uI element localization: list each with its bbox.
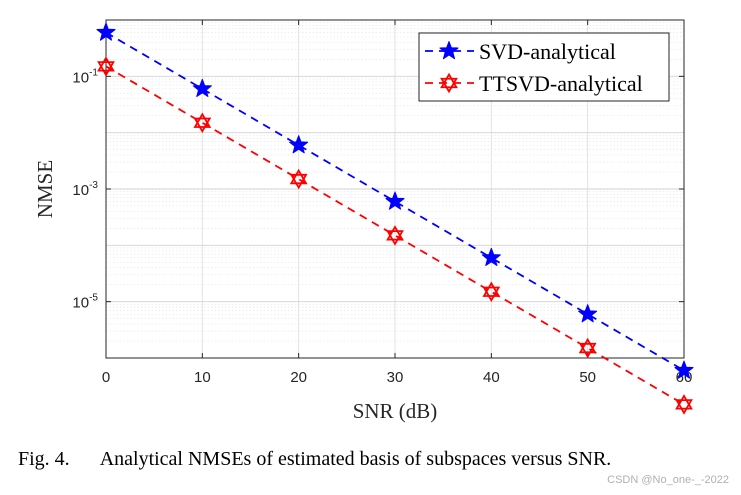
legend: SVD-analytical TTSVD-analytical xyxy=(418,32,670,102)
marker-hexagram xyxy=(578,337,597,354)
marker-hexagram xyxy=(482,281,501,297)
x-axis-label: SNR (dB) xyxy=(353,399,438,423)
series-SVD-analytical xyxy=(96,22,694,379)
x-tick-label: 20 xyxy=(290,369,307,386)
caption-figure-number: Fig. 4. xyxy=(18,448,70,470)
series-TTSVD-analytical xyxy=(97,56,693,415)
legend-box xyxy=(418,32,670,102)
figure-caption: Fig. 4. Analytical NMSEs of estimated bas… xyxy=(18,448,611,471)
marker-hexagram xyxy=(386,225,404,241)
y-tick-labels: 10-1 10-3 10-5 xyxy=(72,67,98,311)
watermark: CSDN @No_one-_-2022 xyxy=(607,474,729,486)
marker-star xyxy=(439,41,459,60)
x-tick-label: 30 xyxy=(387,369,404,386)
marker-hexagram xyxy=(97,61,115,77)
legend-label: SVD-analytical xyxy=(479,39,616,64)
marker-hexagram xyxy=(440,77,458,94)
marker-star xyxy=(96,22,116,41)
marker-hexagram xyxy=(675,399,693,415)
marker-star xyxy=(385,191,405,210)
marker-hexagram xyxy=(386,230,404,246)
marker-star xyxy=(578,304,598,323)
series-layer xyxy=(96,22,694,415)
x-tick-label: 50 xyxy=(579,369,596,386)
x-tick-label: 10 xyxy=(194,369,211,386)
y-axis-label: NMSE xyxy=(33,160,57,218)
marker-hexagram xyxy=(193,117,212,134)
marker-hexagram xyxy=(482,286,501,303)
legend-label: TTSVD-analytical xyxy=(479,71,643,96)
x-tick-label: 0 xyxy=(102,369,110,386)
marker-hexagram xyxy=(440,72,458,89)
x-tick-labels: 0 10 20 30 40 50 60 xyxy=(102,369,693,386)
marker-star xyxy=(289,135,309,154)
y-tick-label: 10-1 xyxy=(72,67,98,86)
y-tick-label: 10-5 xyxy=(72,293,98,312)
marker-hexagram xyxy=(675,394,693,410)
marker-star xyxy=(674,360,694,379)
caption-text: Analytical NMSEs of estimated basis of s… xyxy=(99,448,612,470)
nmse-chart: 0 10 20 30 40 50 60 10-110-310-5 SNR (dB) NMSE… xyxy=(33,19,694,423)
y-tick-label: 10-3 xyxy=(72,180,98,199)
marker-hexagram xyxy=(97,56,115,72)
marker-star xyxy=(481,247,501,267)
marker-hexagram xyxy=(578,342,597,359)
marker-hexagram xyxy=(289,173,308,190)
x-tick-label: 40 xyxy=(483,369,500,386)
marker-hexagram xyxy=(289,168,308,185)
marker-star xyxy=(192,78,212,98)
marker-hexagram xyxy=(193,112,212,128)
